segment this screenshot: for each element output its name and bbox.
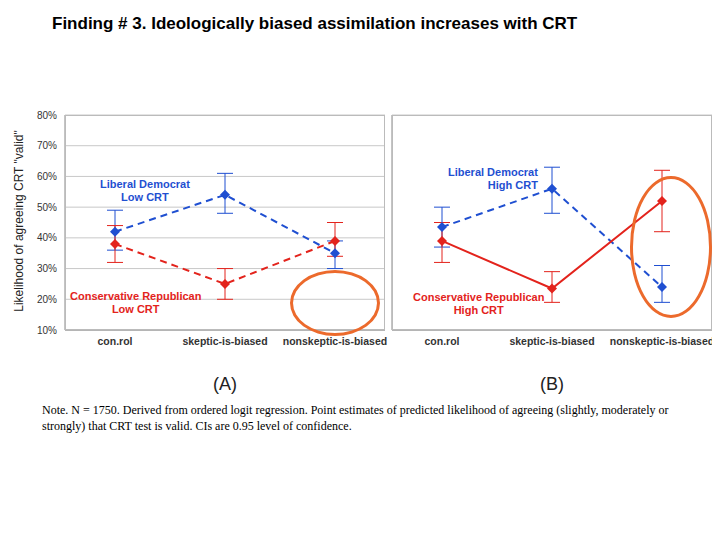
html-text:Liberal Democrat Low CRT: Liberal Democrat Low CRT bbox=[100, 178, 190, 203]
html-text:Note. N = 1750. Derived from o: Note. N = 1750. Derived from ordered log… bbox=[42, 403, 669, 433]
svg-text:con.rol: con.rol bbox=[97, 335, 132, 347]
html-text:Conservative Republican Low CR: Conservative Republican Low CRT bbox=[70, 290, 202, 315]
html-text:Liberal Democrat High CRT: Liberal Democrat High CRT bbox=[448, 166, 538, 191]
svg-text:40%: 40% bbox=[37, 232, 57, 243]
svg-text:skeptic-is-biased: skeptic-is-biased bbox=[182, 335, 267, 347]
svg-text:50%: 50% bbox=[37, 202, 57, 213]
svg-text:70%: 70% bbox=[37, 140, 57, 151]
html-text:Likelihood of agreeing CRT "va: Likelihood of agreeing CRT "valid" bbox=[12, 130, 26, 312]
html-text:Conservative Republican High C: Conservative Republican High CRT bbox=[413, 291, 545, 316]
html-text:Finding # 3. Ideologically bia: Finding # 3. Ideologically biased assimi… bbox=[52, 14, 578, 33]
svg-text:(B): (B) bbox=[540, 374, 564, 394]
svg-text:nonskeptic-is-biased: nonskeptic-is-biased bbox=[283, 335, 387, 347]
svg-text:(A): (A) bbox=[213, 374, 237, 394]
svg-text:80%: 80% bbox=[37, 110, 57, 121]
svg-text:10%: 10% bbox=[37, 325, 57, 336]
svg-text:con.rol: con.rol bbox=[424, 335, 459, 347]
svg-text:20%: 20% bbox=[37, 294, 57, 305]
svg-text:nonskeptic-is-biased: nonskeptic-is-biased bbox=[610, 335, 712, 347]
svg-text:skeptic-is-biased: skeptic-is-biased bbox=[509, 335, 594, 347]
svg-text:60%: 60% bbox=[37, 171, 57, 182]
svg-text:30%: 30% bbox=[37, 263, 57, 274]
